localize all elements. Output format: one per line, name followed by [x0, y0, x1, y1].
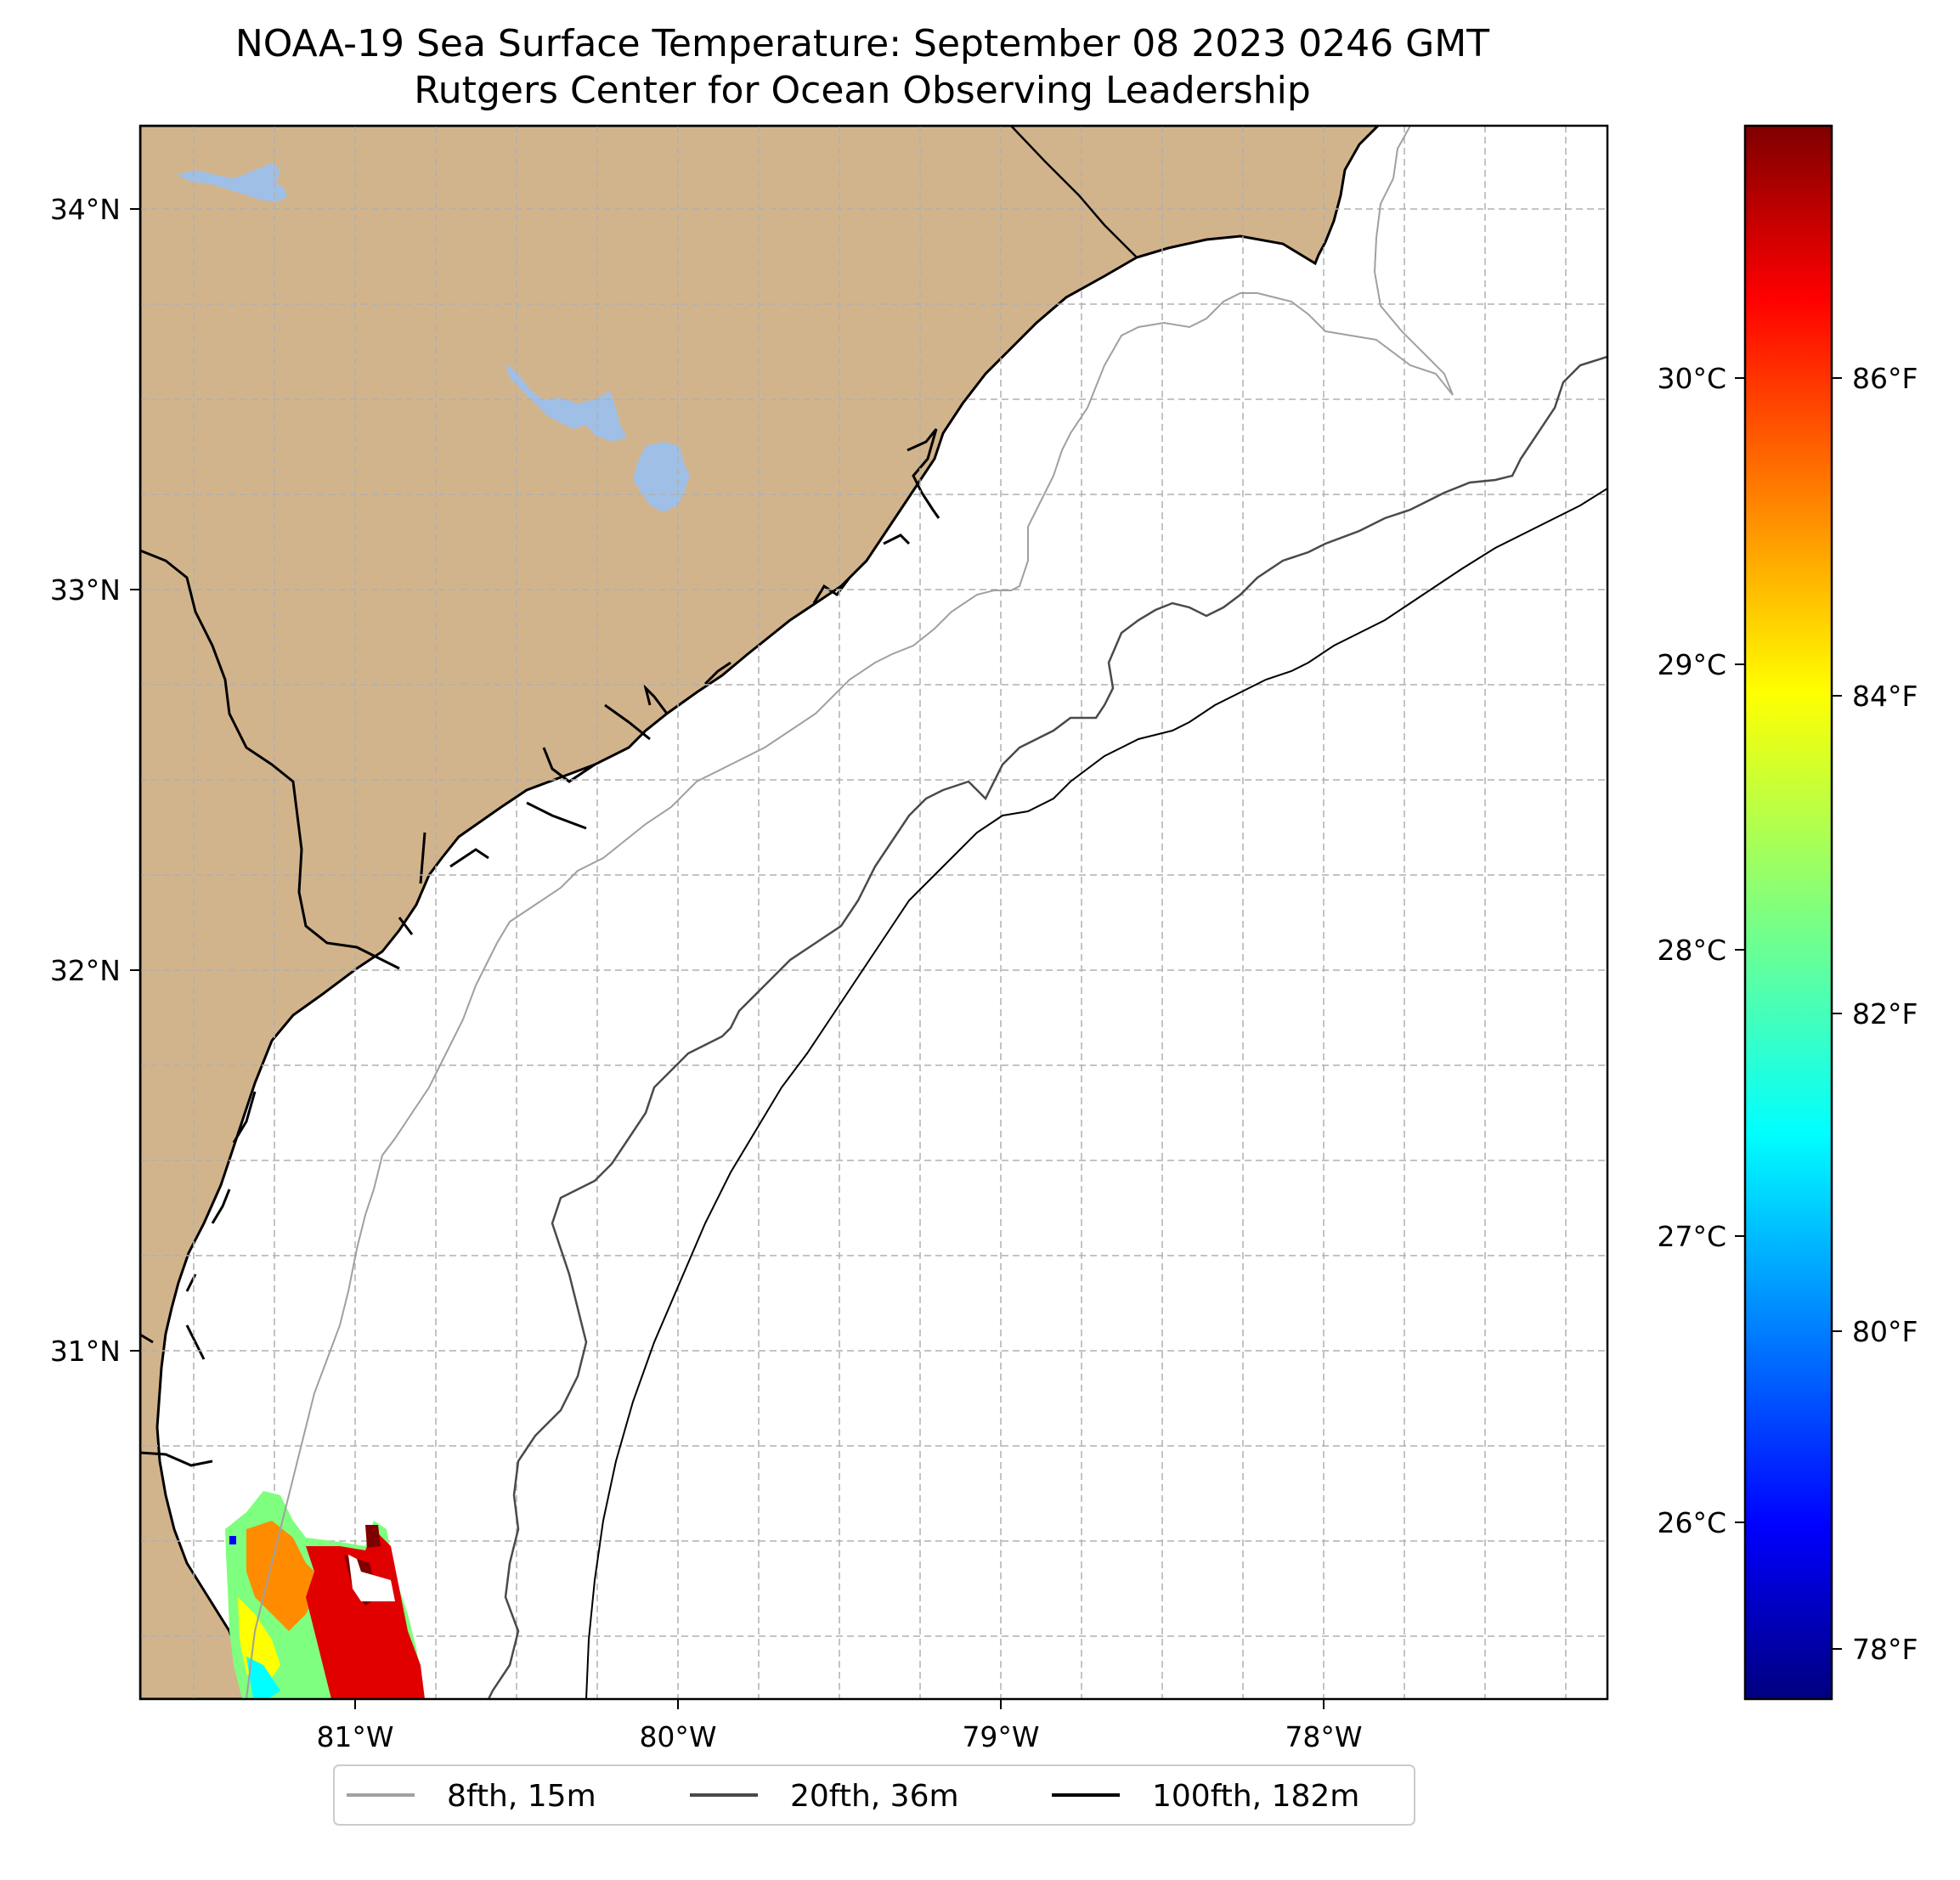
contour-20fth: [487, 355, 1607, 1699]
colorbar-f-78: 78°F: [1852, 1633, 1918, 1666]
lon-label-80w: 80°W: [639, 1720, 716, 1753]
title-line-2: Rutgers Center for Ocean Observing Leade…: [414, 69, 1311, 112]
colorbar-f-86: 86°F: [1852, 362, 1918, 395]
colorbar-c-29: 29°C: [1657, 648, 1726, 681]
colorbar-f-84: 84°F: [1852, 680, 1918, 713]
map-frame: [138, 124, 1609, 1701]
title-line-1: NOAA-19 Sea Surface Temperature: Septemb…: [235, 22, 1489, 65]
sst-swath: [225, 1491, 425, 1699]
lat-label-33n: 33°N: [50, 573, 121, 607]
colorbar: [1743, 124, 1833, 1701]
state-border-south: [140, 549, 400, 970]
contour-8fth: [246, 126, 1454, 1699]
lat-label-32n: 32°N: [50, 954, 121, 987]
colorbar-c-30: 30°C: [1657, 362, 1726, 395]
colorbar-c-27: 27°C: [1657, 1220, 1726, 1253]
state-border: [1010, 126, 1138, 258]
lon-label-79w: 79°W: [962, 1720, 1039, 1753]
contour-100fth: [585, 488, 1607, 1699]
legend-label-20fth: 20fth, 36m: [790, 1779, 959, 1814]
colorbar-f-82: 82°F: [1852, 997, 1918, 1030]
lon-label-81w: 81°W: [316, 1720, 393, 1753]
lat-label-34n: 34°N: [50, 193, 121, 226]
y-ticks: [130, 208, 140, 1352]
legend-box: [333, 1764, 1415, 1826]
lon-label-78w: 78°W: [1285, 1720, 1362, 1753]
coastal-inlets: [140, 428, 940, 1360]
gridlines: [140, 126, 1607, 1699]
legend-label-8fth: 8fth, 15m: [447, 1779, 596, 1814]
lake-marion: [506, 364, 627, 442]
x-ticks: [354, 1699, 1325, 1709]
state-border-georgia: [140, 1451, 213, 1467]
colorbar-c-26: 26°C: [1657, 1506, 1726, 1539]
colorbar-c-28: 28°C: [1657, 934, 1726, 967]
colorbar-ticks: [1735, 377, 1842, 1650]
map-area: [140, 126, 1607, 1699]
legend: 8fth, 15m 20fth, 36m 100fth, 182m: [333, 1764, 1415, 1826]
lake-north: [177, 163, 287, 202]
colorbar-f-80: 80°F: [1852, 1315, 1918, 1348]
lat-label-31n: 31°N: [50, 1335, 121, 1368]
legend-label-100fth: 100fth, 182m: [1152, 1779, 1359, 1814]
